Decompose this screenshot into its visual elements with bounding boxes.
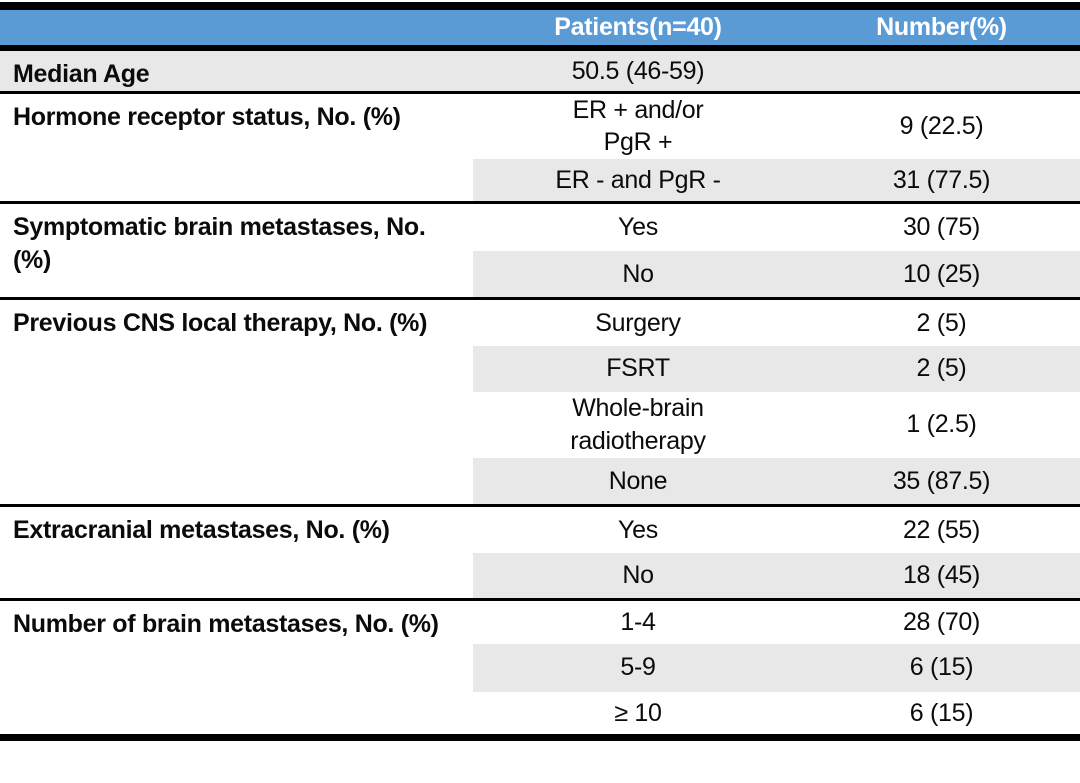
category-cell: FSRT [473, 345, 803, 392]
table-row: Median Age 50.5 (46-59) [0, 48, 1080, 94]
row-group-label: Hormone receptor status, No. (%) [0, 92, 473, 204]
table-row: Previous CNS local therapy, No. (%) Surg… [0, 298, 1080, 507]
row-group-label: Symptomatic brain metastases, No. (%) [0, 202, 473, 300]
col-header-number: Number(%) [803, 6, 1080, 51]
number-cell: 6 (15) [803, 643, 1080, 692]
table-row: None 35 (87.5) [0, 457, 1080, 507]
table-row: Extracranial metastases, No. (%) Yes 22 … [0, 505, 1080, 601]
number-cell: 18 (45) [803, 552, 1080, 601]
category-cell: None [473, 457, 803, 507]
table-row: No 10 (25) [0, 250, 1080, 300]
number-cell: 2 (5) [803, 345, 1080, 392]
number-cell: 6 (15) [909, 698, 974, 727]
table-row: 5-9 6 (15) [0, 643, 1080, 692]
table-row: Symptomatic brain metastases, No. (%) Ye… [0, 202, 1080, 300]
category-cell: Whole-brain radiotherapy [570, 394, 706, 455]
category-cell: ≥ 10 [614, 698, 662, 727]
table-row: No 18 (45) [0, 552, 1080, 601]
table-row: ER - and PgR - 31 (77.5) [0, 158, 1080, 204]
category-cell: No [473, 250, 803, 300]
category-cell: 50.5 (46-59) [473, 48, 803, 94]
row-group-label: Number of brain metastases, No. (%) [13, 610, 439, 638]
category-cell: 1-4 [620, 608, 656, 636]
header-empty-cell [0, 6, 473, 51]
table-header-row: Patients(n=40) Number(%) [0, 6, 1080, 51]
col-header-patients: Patients(n=40) [473, 6, 803, 51]
number-cell: 1 (2.5) [906, 410, 977, 439]
category-cell: ER - and PgR - [473, 158, 803, 204]
table-row: Whole-brain radiotherapy 1 (2.5) [0, 392, 1080, 458]
number-cell: 2 (5) [916, 308, 967, 337]
table-row: Number of brain metastases, No. (%) 1-4 … [0, 600, 1080, 644]
number-cell: 9 (22.5) [899, 111, 984, 140]
number-cell [803, 48, 1080, 94]
table-row: FSRT 2 (5) [0, 345, 1080, 392]
number-cell: 28 (70) [902, 608, 981, 636]
page: Patients(n=40) Number(%) Median Age 50.5… [0, 2, 1080, 741]
category-cell: 5-9 [473, 643, 803, 692]
category-cell: Yes [618, 213, 658, 241]
number-cell: 35 (87.5) [803, 457, 1080, 507]
row-group-label: Median Age [0, 48, 473, 94]
table-row: Hormone receptor status, No. (%) ER + an… [0, 92, 1080, 204]
number-cell: 30 (75) [902, 213, 981, 241]
number-cell: 22 (55) [902, 515, 981, 544]
patient-characteristics-table: Patients(n=40) Number(%) Median Age 50.5… [0, 2, 1080, 741]
number-cell: 31 (77.5) [803, 158, 1080, 204]
category-cell: No [473, 552, 803, 601]
category-cell: ER + and/or PgR + [572, 95, 704, 157]
number-cell: 10 (25) [803, 250, 1080, 300]
category-cell: Yes [618, 515, 658, 544]
row-group-label: Extracranial metastases, No. (%) [0, 505, 473, 601]
table-row: ≥ 10 6 (15) [0, 692, 1080, 738]
row-group-label: Previous CNS local therapy, No. (%) [0, 298, 473, 507]
category-cell: Surgery [595, 308, 681, 337]
